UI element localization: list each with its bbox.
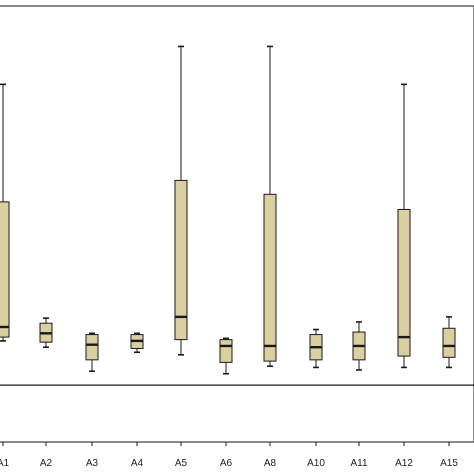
iqr-box — [219, 339, 233, 363]
iqr-box — [442, 327, 456, 358]
x-tick-label: A5 — [175, 458, 188, 469]
box-a2 — [39, 317, 53, 349]
iqr-box — [0, 201, 10, 338]
x-tick-label: A10 — [307, 458, 325, 469]
box-a11 — [352, 321, 366, 371]
boxes-layer — [0, 45, 474, 386]
x-tick-label: A12 — [395, 458, 413, 469]
x-tick-label: A8 — [264, 458, 277, 469]
box-a3 — [85, 332, 99, 373]
x-tick-labels: A1 A2 A3 A4 A5 A6 A8 A10 A11 A12 A15 — [0, 442, 458, 469]
iqr-box — [397, 208, 411, 357]
box-a15 — [442, 316, 456, 369]
x-tick-label: A1 — [0, 458, 10, 469]
x-tick-label: A4 — [131, 458, 144, 469]
box-a8 — [263, 45, 277, 367]
box-a1 — [0, 83, 10, 342]
x-tick-label: A11 — [350, 458, 367, 469]
x-tick-label: A15 — [440, 458, 458, 469]
x-tick-label: A2 — [40, 458, 53, 469]
box-a10 — [309, 328, 323, 369]
box-a4 — [130, 332, 144, 354]
plot-frame — [0, 5, 474, 443]
box-a5 — [174, 45, 188, 356]
iqr-box — [263, 193, 277, 362]
iqr-box — [174, 179, 188, 341]
box-a6 — [219, 337, 233, 375]
iqr-box — [85, 334, 99, 361]
x-tick-label: A3 — [86, 458, 99, 469]
x-tick-label: A6 — [220, 458, 233, 469]
box-a12 — [397, 83, 411, 369]
